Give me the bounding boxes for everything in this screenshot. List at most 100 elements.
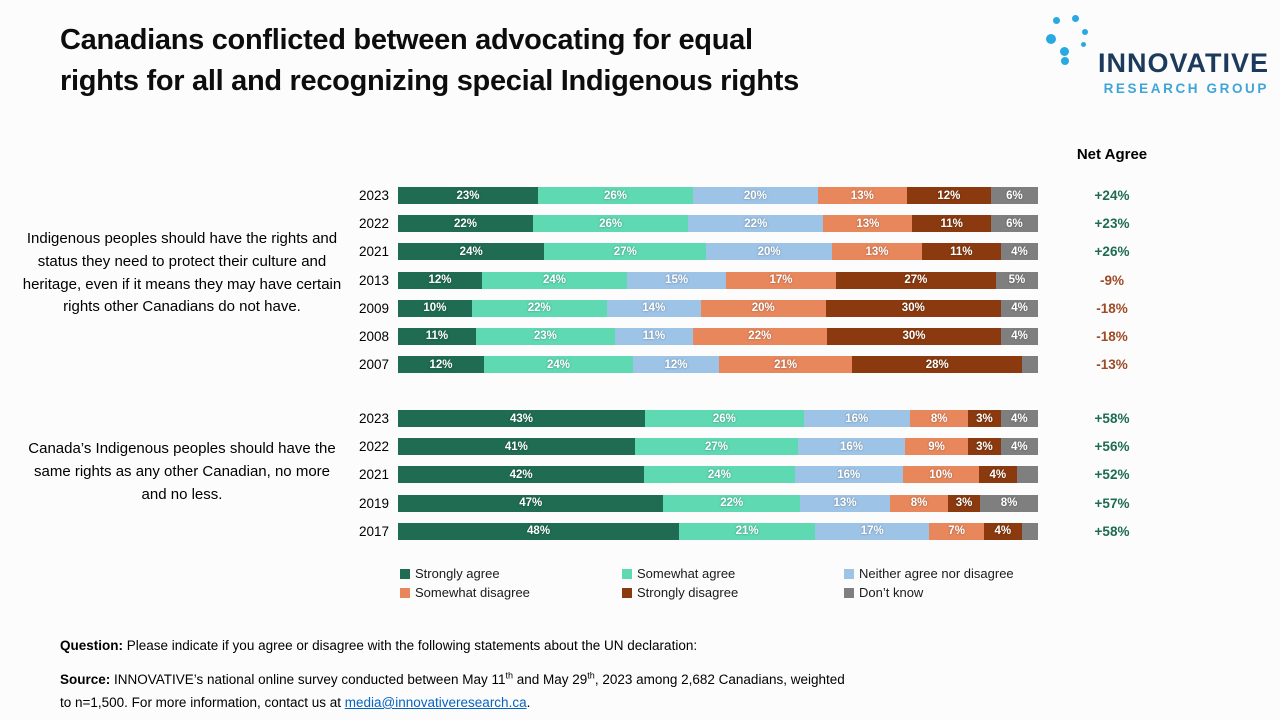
bar-segment: 13%	[800, 494, 891, 512]
bar-segment: 26%	[537, 187, 694, 204]
stacked-bar: 42% 24% 16% 10% 4%	[398, 466, 1038, 484]
logo-dot	[1060, 47, 1069, 56]
year-label: 2023	[358, 188, 389, 203]
segment-value-label: 6%	[1006, 189, 1023, 202]
bar-segment: 30%	[825, 299, 1002, 317]
segment-value-label: 15%	[665, 274, 689, 287]
bar-segment: 16%	[798, 438, 905, 456]
legend-item: Somewhat disagree	[400, 583, 622, 602]
year-label: 2013	[358, 272, 389, 288]
bar-segment: 5%	[995, 271, 1038, 289]
segment-value-label: 27%	[904, 274, 928, 287]
segment-value-label: 26%	[603, 189, 628, 202]
bar-segment: 7%	[929, 522, 984, 540]
bar-segment: 20%	[693, 187, 818, 204]
segment-value-label: 8%	[930, 412, 948, 425]
stacked-bar: 47% 22% 13% 8% 3% 8%	[398, 494, 1038, 512]
segment-value-label: 4%	[1011, 330, 1028, 343]
bar-segment: 4%	[983, 522, 1022, 540]
segment-value-label: 22%	[744, 217, 768, 230]
segment-value-label: 30%	[902, 330, 926, 343]
bar-segment: 11%	[921, 243, 1001, 261]
bar-segment: 10%	[398, 299, 472, 317]
chart-row: 2008 11% 23% 11% 22% 30% 4% -18%	[340, 327, 1186, 345]
year-label: 2008	[358, 328, 389, 344]
bar-segment: 12%	[398, 356, 485, 374]
year-label: 2019	[358, 495, 389, 511]
segment-value-label: 12%	[937, 189, 961, 202]
stacked-bar: 23% 26% 20% 13% 12% 6%	[398, 187, 1038, 204]
bar-segment: 4%	[1001, 299, 1039, 317]
segment-value-label: 4%	[1010, 440, 1028, 453]
segment-value-label: 16%	[837, 468, 861, 481]
bar-segment: 4%	[1000, 410, 1038, 427]
bar-segment: 27%	[634, 438, 799, 456]
bar-segment: 43%	[398, 410, 646, 427]
bar-segment: 11%	[614, 327, 693, 345]
statement-label-same-rights: Canada’s Indigenous peoples should have …	[28, 440, 336, 503]
year-label: 2023	[358, 411, 389, 426]
bar-segment: 8%	[909, 410, 969, 427]
chart-row: 2021 24% 27% 20% 13% 11% 4% +26%	[340, 243, 1186, 261]
segment-value-label: 13%	[850, 189, 874, 202]
segment-value-label: 17%	[769, 274, 793, 287]
bar-segment: 22%	[688, 215, 824, 233]
segment-value-label: 23%	[533, 330, 557, 343]
segment-value-label: 11%	[940, 217, 963, 230]
segment-value-label: 22%	[720, 497, 744, 510]
segment-value-label: 20%	[751, 302, 775, 315]
logo-dot	[1053, 17, 1060, 24]
logo-dot	[1082, 29, 1088, 35]
bar-segment: 24%	[398, 243, 545, 261]
bar-segment: 30%	[826, 327, 1002, 345]
segment-value-label: 22%	[453, 217, 477, 230]
bar-segment: 24%	[484, 356, 634, 374]
segment-value-label: 3%	[976, 412, 993, 425]
bar-segment	[1022, 356, 1039, 374]
bar-segment: 4%	[978, 466, 1017, 484]
logo-dot	[1072, 15, 1079, 22]
segment-value-label: 4%	[1011, 245, 1028, 258]
bar-segment: 26%	[532, 215, 689, 233]
segment-value-label: 12%	[428, 274, 452, 287]
segment-value-label: 10%	[929, 468, 953, 481]
innovative-research-group-logo: INNOVATIVE RESEARCH GROUP	[1040, 10, 1275, 110]
bar-segment: 41%	[398, 438, 635, 456]
segment-value-label: 48%	[527, 525, 551, 538]
chart-group-same-rights: 2023 43% 26% 16% 8% 3% 4% +58% 2022 41% 27% 16% 9% 3%…	[340, 410, 1186, 551]
segment-value-label: 26%	[712, 412, 736, 425]
segment-value-label: 28%	[925, 358, 949, 371]
segment-value-label: 13%	[865, 245, 889, 258]
year-label: 2022	[358, 439, 389, 455]
chart-legend: Strongly agree Somewhat agree Neither agre…	[400, 564, 1090, 602]
legend-item: Neither agree nor disagree	[844, 564, 1090, 583]
net-agree-value: +23%	[1094, 216, 1130, 232]
stacked-bar: 48% 21% 17% 7% 4%	[398, 522, 1038, 540]
media-email-link[interactable]: media@innovativeresearch.ca	[344, 694, 527, 710]
chart-row: 2009 10% 22% 14% 20% 30% 4% -18%	[340, 299, 1186, 317]
year-label: 2021	[358, 467, 389, 483]
segment-value-label: 22%	[748, 330, 772, 343]
net-agree-value: +58%	[1094, 411, 1130, 426]
logo-subtitle: RESEARCH GROUP	[1103, 81, 1269, 96]
legend-item: Strongly disagree	[622, 583, 844, 602]
chart-group-special-rights: 2023 23% 26% 20% 13% 12% 6% +24% 2022 22% 26% 22% 13…	[340, 187, 1186, 384]
bar-segment: 4%	[1001, 327, 1038, 345]
segment-value-label: 11%	[950, 245, 973, 258]
segment-value-label: 24%	[543, 274, 567, 287]
segment-value-label: 5%	[1008, 274, 1026, 287]
bar-segment: 8%	[980, 494, 1038, 512]
stacked-bar: 12% 24% 15% 17% 27% 5%	[398, 271, 1038, 289]
bar-segment: 42%	[398, 466, 645, 484]
net-agree-header: Net Agree	[1076, 146, 1148, 163]
logo-dot	[1061, 57, 1069, 65]
legend-swatch-icon	[622, 568, 632, 579]
segment-value-label: 21%	[735, 525, 759, 538]
bar-segment: 11%	[912, 215, 991, 233]
bar-segment: 11%	[398, 327, 476, 345]
legend-item: Somewhat agree	[622, 564, 844, 583]
bar-segment: 24%	[482, 271, 628, 289]
bar-segment: 26%	[645, 410, 804, 427]
segment-value-label: 17%	[860, 525, 884, 538]
segment-value-label: 7%	[948, 525, 965, 538]
